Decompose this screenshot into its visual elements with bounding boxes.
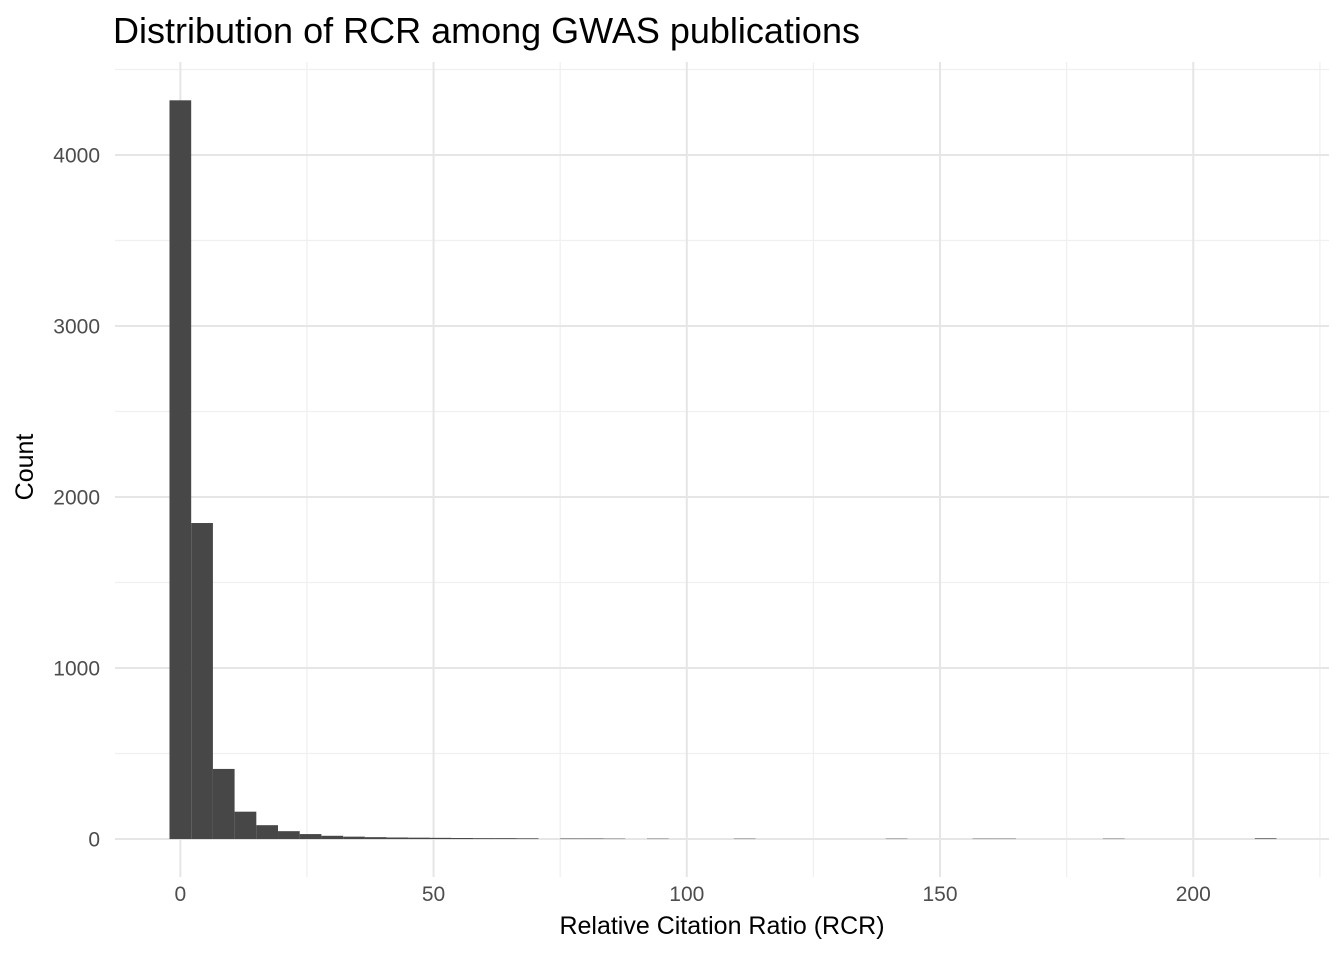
y-axis-tick-label: 3000 — [53, 316, 100, 339]
histogram-bar — [581, 838, 604, 840]
histogram-bar — [560, 838, 582, 840]
x-axis-tick-label: 0 — [174, 883, 186, 906]
histogram-bar — [408, 837, 430, 840]
histogram-bar — [234, 811, 257, 840]
x-axis-title: Relative Citation Ratio (RCR) — [559, 912, 885, 940]
histogram-bar — [212, 768, 235, 840]
y-axis-tick-label: 2000 — [53, 487, 100, 510]
chart-title: Distribution of RCR among GWAS publicati… — [113, 10, 860, 51]
y-axis-tick-label: 4000 — [53, 145, 100, 168]
histogram-bar — [299, 834, 322, 840]
x-axis-tick-label: 50 — [422, 883, 445, 906]
histogram-bar — [256, 825, 278, 840]
histogram-bar — [516, 838, 539, 840]
histogram-bar — [495, 838, 517, 840]
histogram-bar — [364, 837, 387, 840]
histogram-bar — [1254, 838, 1277, 840]
y-axis-tick-label: 1000 — [53, 658, 100, 681]
histogram-bar — [191, 523, 213, 840]
x-axis-tick-label: 100 — [669, 883, 704, 906]
x-axis-tick-label: 200 — [1176, 883, 1211, 906]
y-axis-title: Count — [11, 433, 39, 501]
histogram-bar — [321, 835, 344, 840]
histogram-bar — [451, 838, 474, 840]
histogram-bar — [278, 831, 300, 840]
histogram-bar — [169, 100, 192, 840]
histogram-bar — [386, 837, 409, 840]
y-axis-tick-label: 0 — [88, 829, 100, 852]
histogram-bar — [429, 837, 452, 840]
histogram-bar — [343, 836, 365, 840]
x-axis-tick-label: 150 — [923, 883, 958, 906]
histogram-bar — [473, 838, 496, 840]
